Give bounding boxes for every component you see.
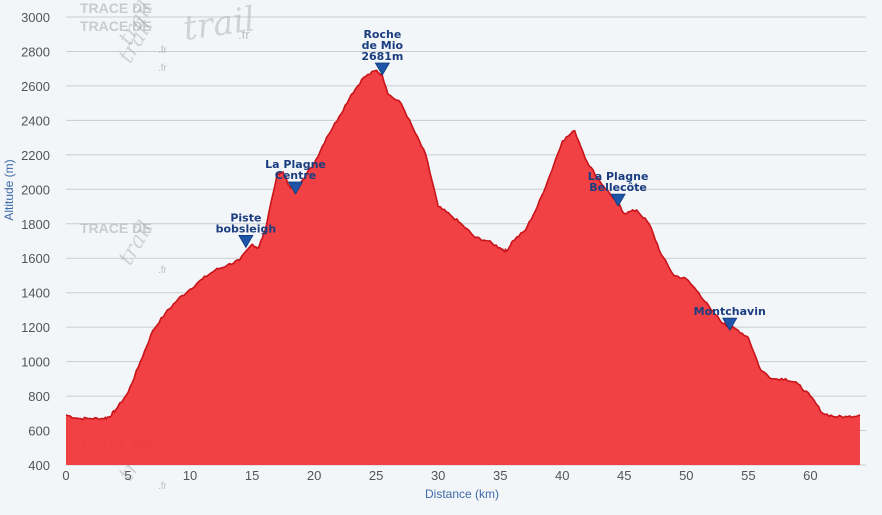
y-tick-label: 1800: [21, 217, 50, 232]
x-tick-label: 15: [245, 468, 259, 483]
waypoint-label: Montchavin: [694, 305, 766, 318]
y-tick-label: 800: [28, 389, 50, 404]
y-tick-label: 1400: [21, 286, 50, 301]
y-axis-title: Altitude (m): [2, 159, 16, 220]
x-tick-label: 10: [183, 468, 197, 483]
x-tick-label: 0: [62, 468, 69, 483]
watermark-suffix: .fr: [238, 27, 250, 42]
watermark-suffix: .fr: [158, 45, 168, 56]
y-tick-label: 2600: [21, 79, 50, 94]
watermark-text: TRACE DE: [80, 220, 152, 236]
watermark-suffix: .fr: [158, 265, 168, 276]
x-tick-label: 50: [679, 468, 693, 483]
waypoint-label: 2681m: [361, 50, 403, 63]
y-tick-label: 1200: [21, 320, 50, 335]
waypoint-triangle-icon: [238, 235, 254, 249]
y-tick-label: 2800: [21, 44, 50, 59]
y-tick-label: 2400: [21, 113, 50, 128]
waypoint-label: Centre: [275, 169, 317, 182]
x-tick-label: 20: [307, 468, 321, 483]
y-axis-ticks: 400 600 800 1000 1200 1400 1600 1800 2000 2200 240…: [21, 10, 50, 473]
waypoint-label: La Plagne: [588, 170, 649, 183]
y-tick-label: 1600: [21, 251, 50, 266]
waypoint-triangle-icon: [374, 62, 391, 76]
x-tick-label: 35: [493, 468, 507, 483]
y-tick-label: 600: [28, 424, 50, 439]
x-tick-label: 45: [617, 468, 631, 483]
elevation-line: [65, 69, 861, 421]
x-tick-label: 40: [555, 468, 569, 483]
waypoint-triangle-icon: [722, 317, 738, 331]
waypoint-label: La Plagne: [265, 158, 326, 171]
waypoint-label: Piste: [230, 211, 261, 224]
watermark-text: TRACE DE: [80, 0, 152, 16]
watermark-suffix: .fr: [158, 481, 168, 492]
x-tick-label: 55: [741, 468, 755, 483]
y-tick-label: 3000: [21, 10, 50, 25]
watermark-text: TRACE DE: [80, 18, 152, 34]
watermark-suffix: .fr: [158, 63, 168, 74]
x-tick-label: 60: [803, 468, 817, 483]
waypoint-label: Bellecôte: [589, 181, 647, 194]
waypoint-marker: Montchavin: [694, 305, 766, 331]
waypoint-label: de Mio: [362, 39, 404, 52]
elevation-area: [66, 70, 860, 466]
y-tick-label: 2000: [21, 182, 50, 197]
waypoint-label: Roche: [363, 28, 401, 41]
x-axis-title: Distance (km): [425, 487, 499, 501]
x-tick-label: 5: [124, 468, 131, 483]
waypoint-label: bobsleigh: [216, 222, 277, 235]
waypoint-triangle-icon: [287, 181, 304, 195]
y-tick-label: 1000: [21, 355, 50, 370]
x-tick-label: 30: [431, 468, 445, 483]
x-axis-ticks: 0 5 10 15 20 25 30 35 40 45 50 55 60: [62, 468, 817, 483]
y-tick-label: 2200: [21, 148, 50, 163]
y-tick-label: 400: [28, 458, 50, 473]
x-tick-label: 25: [369, 468, 383, 483]
waypoint-triangle-icon: [610, 193, 626, 207]
